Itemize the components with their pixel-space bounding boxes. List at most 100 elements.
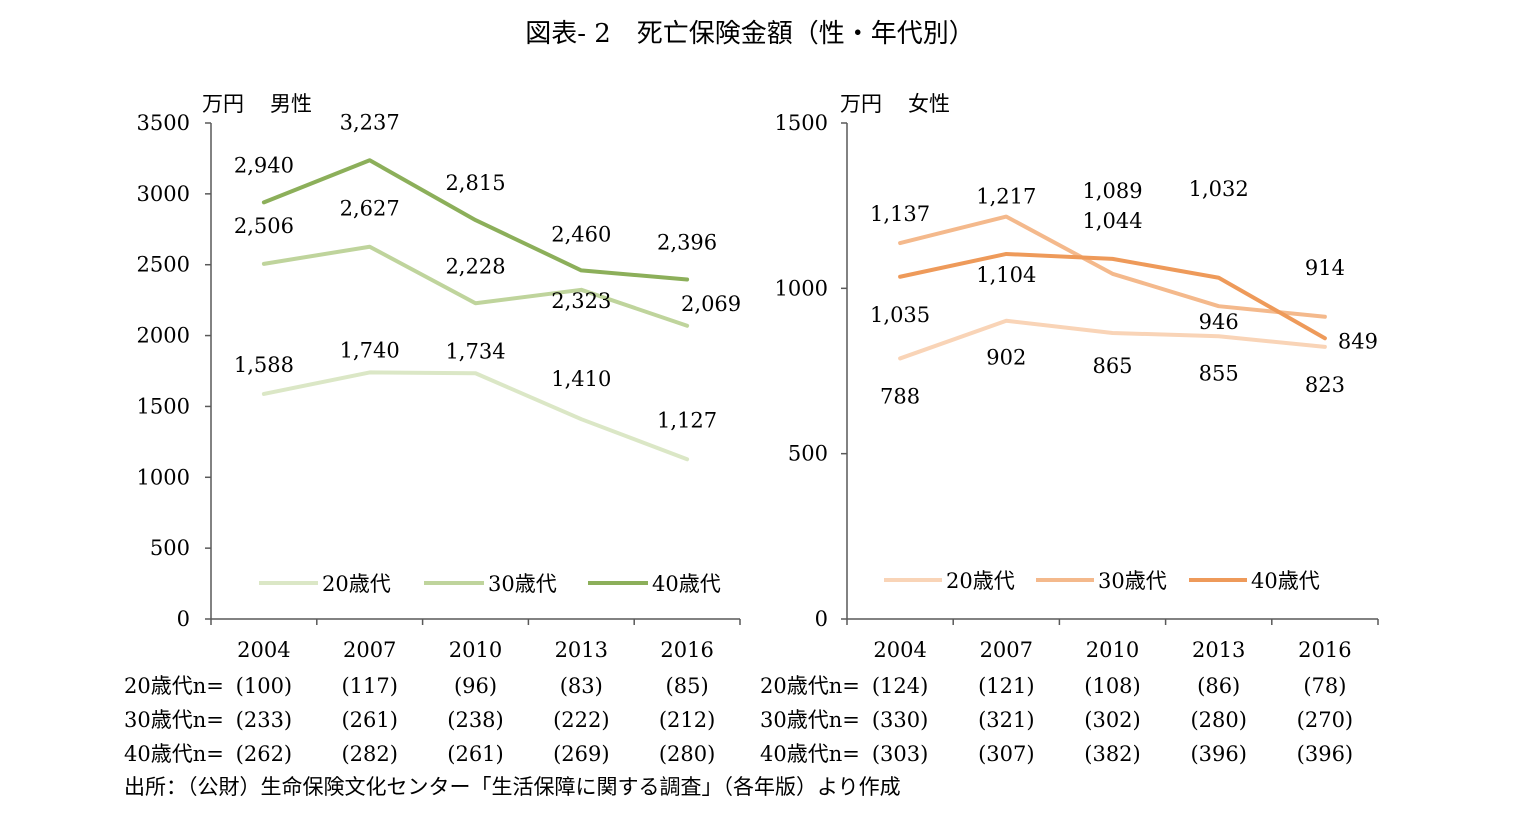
data-label: 1,734 xyxy=(445,339,505,363)
sample-size-row-label: 40歳代n= xyxy=(760,742,860,766)
legend-item: 30歳代 xyxy=(424,572,557,596)
sample-size-value: (121) xyxy=(978,674,1034,698)
sample-size-value: (280) xyxy=(1190,708,1246,732)
sample-size-value: (382) xyxy=(1084,742,1140,766)
y-tick-label: 1000 xyxy=(137,465,190,489)
legend-label: 30歳代 xyxy=(488,572,557,596)
data-label: 2,396 xyxy=(657,230,717,254)
series-line xyxy=(261,158,690,282)
sample-size-value: (307) xyxy=(978,742,1034,766)
data-label: 2,627 xyxy=(340,197,400,221)
y-unit-label: 万円 xyxy=(840,92,882,116)
x-tick-label: 2004 xyxy=(237,638,290,662)
y-tick-label: 1000 xyxy=(775,276,828,300)
sample-size-value: (212) xyxy=(659,708,715,732)
panel-label: 男性 xyxy=(270,92,312,116)
sample-size-value: (261) xyxy=(447,742,503,766)
data-label: 1,032 xyxy=(1189,177,1249,201)
data-label: 865 xyxy=(1092,354,1132,378)
y-tick-label: 3500 xyxy=(137,111,190,135)
y-tick-label: 1500 xyxy=(775,111,828,135)
sample-size-value: (222) xyxy=(553,708,609,732)
legend-label: 20歳代 xyxy=(322,572,391,596)
data-label: 1,137 xyxy=(870,202,930,226)
y-tick-label: 2500 xyxy=(137,253,190,277)
sample-size-value: (330) xyxy=(872,708,928,732)
sample-size-value: (269) xyxy=(553,742,609,766)
source-note: 出所：（公財）生命保険文化センター「生活保障に関する調査」（各年版）より作成 xyxy=(124,775,901,799)
x-tick-label: 2007 xyxy=(980,638,1033,662)
legend-item: 30歳代 xyxy=(1036,569,1167,593)
x-tick-label: 2016 xyxy=(660,638,713,662)
legend-item: 20歳代 xyxy=(884,569,1015,593)
series-line xyxy=(261,370,690,462)
legend-item: 40歳代 xyxy=(1189,569,1320,593)
data-label: 1,035 xyxy=(870,303,930,327)
panel-male: 0 500 1000 1500 2000 2500 3000 3500 2004 2007 2010… xyxy=(124,92,741,766)
data-label: 3,237 xyxy=(340,110,400,134)
data-label: 788 xyxy=(880,384,920,408)
data-label: 2,323 xyxy=(551,289,611,313)
sample-size-value: (238) xyxy=(447,708,503,732)
sample-size-value: (96) xyxy=(454,674,497,698)
data-label: 2,506 xyxy=(234,214,294,238)
sample-size-value: (396) xyxy=(1297,742,1353,766)
data-label: 2,940 xyxy=(234,153,294,177)
data-label: 2,069 xyxy=(681,292,741,316)
sample-size-value: (262) xyxy=(236,742,292,766)
sample-size-value: (396) xyxy=(1190,742,1246,766)
sample-size-value: (86) xyxy=(1197,674,1240,698)
sample-size-value: (321) xyxy=(978,708,1034,732)
sample-size-row-label: 20歳代n= xyxy=(124,674,224,698)
y-tick-label: 2000 xyxy=(137,324,190,348)
data-label: 1,588 xyxy=(234,353,294,377)
data-label: 1,104 xyxy=(976,263,1036,287)
data-label: 1,044 xyxy=(1082,209,1142,233)
legend-label: 40歳代 xyxy=(652,572,721,596)
x-tick-label: 2007 xyxy=(343,638,396,662)
series-line xyxy=(898,214,1327,319)
sample-size-value: (83) xyxy=(560,674,603,698)
sample-size-value: (78) xyxy=(1303,674,1346,698)
sample-size-row-label: 20歳代n= xyxy=(760,674,860,698)
legend-item: 40歳代 xyxy=(588,572,721,596)
sample-size-value: (233) xyxy=(236,708,292,732)
panel-female: 0 500 1000 1500 2004 2007 2010 2013 2016 万円 女性 788 9… xyxy=(760,92,1379,766)
y-tick-label: 0 xyxy=(815,607,828,631)
sample-size-value: (282) xyxy=(341,742,397,766)
data-label: 1,089 xyxy=(1082,179,1142,203)
legend-item: 20歳代 xyxy=(259,572,391,596)
data-label: 2,460 xyxy=(551,222,611,246)
data-label: 855 xyxy=(1199,361,1239,385)
sample-size-value: (261) xyxy=(341,708,397,732)
sample-size-row-label: 30歳代n= xyxy=(760,708,860,732)
legend-label: 20歳代 xyxy=(946,569,1015,593)
data-label: 823 xyxy=(1305,373,1345,397)
data-label: 1,740 xyxy=(340,338,400,362)
y-tick-label: 0 xyxy=(177,607,190,631)
sample-size-value: (108) xyxy=(1084,674,1140,698)
x-tick-label: 2004 xyxy=(873,638,926,662)
series-line xyxy=(898,251,1327,341)
legend-label: 30歳代 xyxy=(1098,569,1167,593)
legend-label: 40歳代 xyxy=(1251,569,1320,593)
sample-size-row-label: 40歳代n= xyxy=(124,742,224,766)
data-label: 1,410 xyxy=(551,367,611,391)
data-label: 914 xyxy=(1305,256,1345,280)
panel-label: 女性 xyxy=(908,92,950,116)
sample-size-value: (124) xyxy=(872,674,928,698)
y-unit-label: 万円 xyxy=(202,92,244,116)
x-tick-label: 2013 xyxy=(1192,638,1245,662)
x-tick-label: 2013 xyxy=(555,638,608,662)
x-tick-label: 2010 xyxy=(1086,638,1139,662)
sample-size-value: (302) xyxy=(1084,708,1140,732)
data-label: 902 xyxy=(986,346,1026,370)
series-line xyxy=(898,318,1327,361)
data-label: 946 xyxy=(1199,310,1239,334)
data-label: 849 xyxy=(1338,329,1378,353)
data-label: 2,815 xyxy=(445,171,505,195)
y-tick-label: 500 xyxy=(788,442,828,466)
sample-size-value: (303) xyxy=(872,742,928,766)
sample-size-value: (280) xyxy=(659,742,715,766)
